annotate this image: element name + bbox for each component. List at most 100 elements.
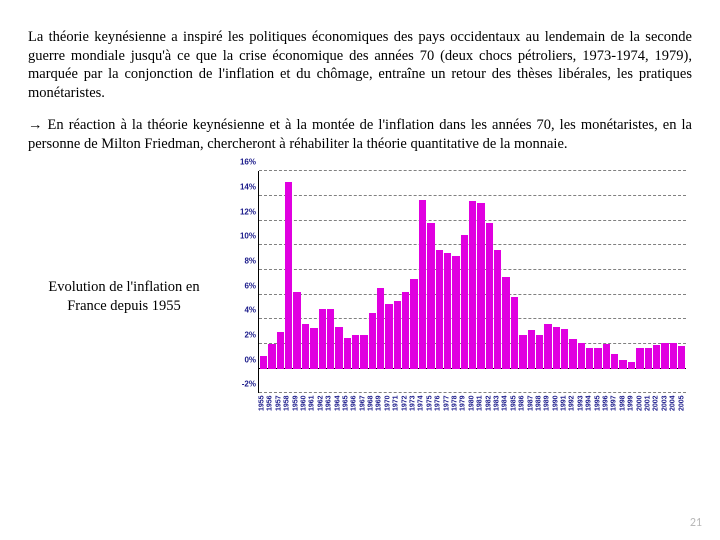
bar	[494, 250, 501, 368]
x-axis-tick-label: 1990	[552, 395, 560, 427]
bar	[394, 301, 401, 369]
x-axis-tick-label: 1974	[417, 395, 425, 427]
bar	[653, 345, 660, 368]
bar	[553, 327, 560, 369]
y-axis-tick-label: 0%	[244, 355, 259, 364]
x-axis-tick-label: 1992	[568, 395, 576, 427]
chart-caption: Evolution de l'inflation en France depui…	[28, 278, 228, 316]
x-axis-tick-label: 1984	[501, 395, 509, 427]
bar	[285, 182, 292, 368]
bar	[277, 332, 284, 369]
bar	[661, 343, 668, 369]
bar	[293, 292, 300, 368]
bar	[444, 253, 451, 369]
y-axis-tick-label: 2%	[244, 330, 259, 339]
body-paragraph-1: La théorie keynésienne a inspiré les pol…	[28, 28, 692, 102]
y-axis-tick-label: 16%	[240, 158, 259, 167]
x-axis-tick-label: 1981	[476, 395, 484, 427]
bar	[319, 309, 326, 368]
y-axis-tick-label: -2%	[242, 380, 259, 389]
x-axis-tick-label: 1975	[426, 395, 434, 427]
x-axis-tick-label: 1994	[585, 395, 593, 427]
bar	[628, 362, 635, 368]
x-axis-tick-label: 1977	[443, 395, 451, 427]
x-axis-tick-label: 1976	[434, 395, 442, 427]
y-axis-tick-label: 4%	[244, 306, 259, 315]
x-axis-tick-label: 1957	[275, 395, 283, 427]
x-axis-tick-label: 1969	[375, 395, 383, 427]
bar	[461, 235, 468, 368]
x-axis-tick-label: 1967	[359, 395, 367, 427]
bar	[569, 339, 576, 369]
inflation-bar-chart: -2%0%2%4%6%8%10%12%14%16% 19551956195719…	[228, 167, 692, 427]
x-axis-tick-label: 1985	[510, 395, 518, 427]
x-axis-tick-label: 2000	[636, 395, 644, 427]
bar	[302, 324, 309, 368]
x-axis-tick-label: 1970	[384, 395, 392, 427]
bar	[369, 313, 376, 368]
bar	[670, 343, 677, 369]
x-axis-tick-label: 1972	[401, 395, 409, 427]
x-axis-tick-label: 1963	[325, 395, 333, 427]
bar	[678, 346, 685, 368]
x-axis-tick-label: 2002	[652, 395, 660, 427]
x-axis-tick-label: 1980	[468, 395, 476, 427]
bar	[594, 348, 601, 369]
x-axis-tick-label: 1982	[485, 395, 493, 427]
bar	[486, 223, 493, 369]
x-axis-tick-label: 1958	[283, 395, 291, 427]
page-number: 21	[690, 516, 702, 530]
x-axis-tick-label: 1959	[292, 395, 300, 427]
bar	[402, 292, 409, 368]
x-axis-tick-label: 2005	[678, 395, 686, 427]
bar	[360, 335, 367, 368]
y-axis-tick-label: 12%	[240, 207, 259, 216]
bar	[327, 309, 334, 368]
bar	[519, 335, 526, 368]
bar	[511, 297, 518, 369]
bar	[385, 304, 392, 368]
x-axis-tick-label: 1995	[594, 395, 602, 427]
x-axis-tick-label: 1986	[518, 395, 526, 427]
bar	[544, 324, 551, 368]
bar	[260, 356, 267, 368]
bar	[477, 203, 484, 368]
x-axis-tick-label: 1999	[627, 395, 635, 427]
y-axis-tick-label: 8%	[244, 256, 259, 265]
bar	[469, 201, 476, 369]
x-axis-tick-label: 1989	[543, 395, 551, 427]
x-axis-tick-label: 1971	[392, 395, 400, 427]
bar	[268, 344, 275, 369]
bar	[578, 343, 585, 369]
y-axis-tick-label: 6%	[244, 281, 259, 290]
body-paragraph-2: → En réaction à la théorie keynésienne e…	[28, 116, 692, 153]
bar	[419, 200, 426, 369]
x-axis-tick-label: 1966	[350, 395, 358, 427]
x-axis-tick-label: 1956	[266, 395, 274, 427]
bar	[502, 277, 509, 368]
x-axis-tick-label: 1998	[619, 395, 627, 427]
bar	[645, 348, 652, 369]
x-axis-tick-label: 1993	[577, 395, 585, 427]
bar	[436, 250, 443, 368]
bar	[611, 354, 618, 369]
x-axis-tick-label: 2004	[669, 395, 677, 427]
bar	[427, 223, 434, 369]
bar	[528, 330, 535, 368]
bar	[344, 338, 351, 369]
bar	[586, 348, 593, 369]
x-axis-tick-label: 1964	[334, 395, 342, 427]
bar	[410, 279, 417, 369]
y-axis-tick-label: 14%	[240, 182, 259, 191]
bar	[619, 360, 626, 369]
bar	[561, 329, 568, 368]
x-axis-tick-label: 1961	[308, 395, 316, 427]
bar	[636, 348, 643, 369]
bar	[335, 327, 342, 369]
bar	[310, 328, 317, 369]
x-axis-tick-label: 1979	[459, 395, 467, 427]
bar	[452, 256, 459, 368]
bar	[377, 288, 384, 368]
x-axis-tick-label: 2003	[661, 395, 669, 427]
bar	[603, 344, 610, 369]
